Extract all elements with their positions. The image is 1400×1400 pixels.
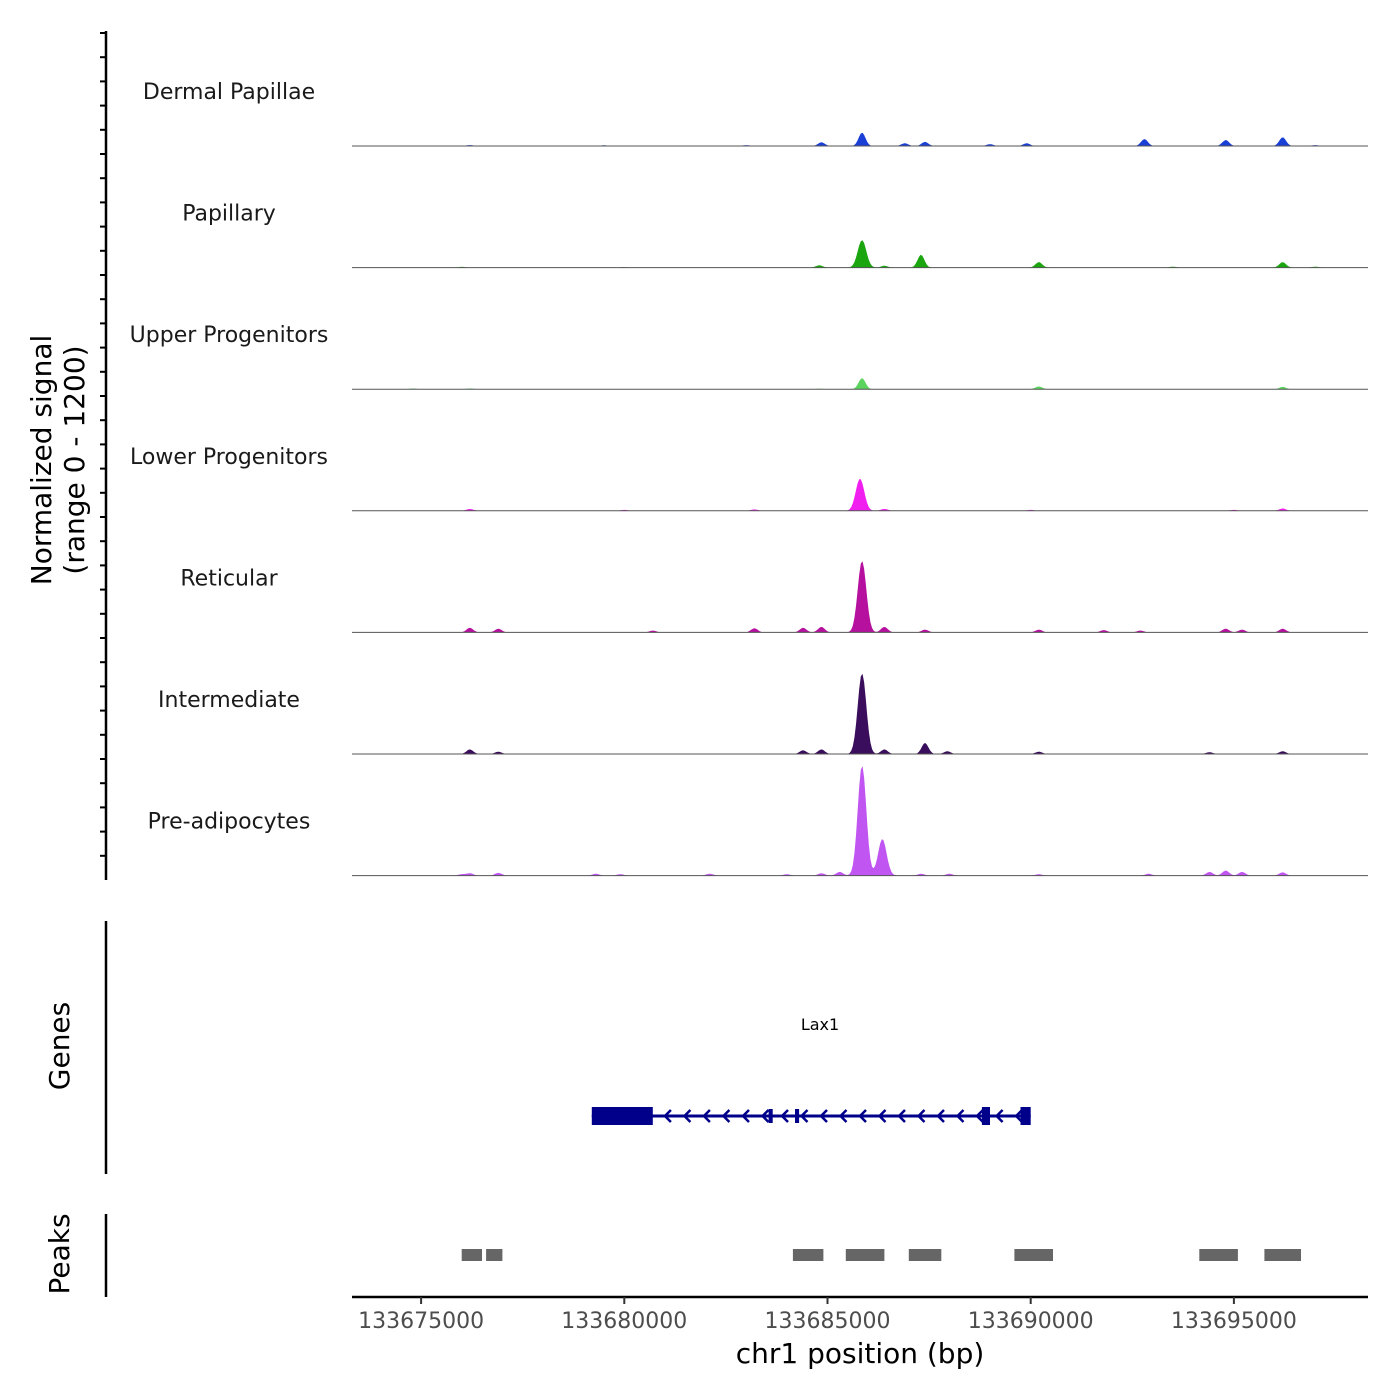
gene-strand-arrow [799,1109,809,1123]
peak-region [461,1249,482,1261]
signal-area-dermal-papillae [380,132,1348,146]
signal-area-lower-progenitors [380,479,1348,511]
gene-exon [591,1107,653,1125]
peak-region [1264,1249,1301,1261]
gene-strand-arrow [702,1109,711,1123]
gene-strand-arrow [721,1109,731,1123]
x-tick-label: 133690000 [968,1309,1094,1334]
gene-strand-arrow [877,1109,887,1123]
track-intermediate: Intermediate [158,673,1368,755]
gene-strand-arrow [936,1109,945,1123]
gene-strand-arrow [1014,1109,1023,1123]
x-tick-label: 133675000 [358,1309,484,1334]
peak-region [792,1249,824,1261]
track-upper-progenitors: Upper Progenitors [130,323,1368,390]
peak-region [908,1249,942,1261]
gene-exon [795,1109,800,1123]
gene-strand-arrow [975,1109,984,1123]
signal-area-reticular [380,561,1348,633]
signal-area-pre-adipocytes [380,766,1348,876]
genes-axis-title: Genes [43,1002,76,1090]
y-axis-title-line1: Normalized signal [25,335,58,586]
x-tick-label: 133695000 [1171,1309,1297,1334]
peak-region [1199,1249,1238,1261]
gene-strand-arrow [838,1109,848,1123]
track-label-pre-adipocytes: Pre-adipocytes [148,810,311,835]
gene-strand-arrow [819,1109,828,1123]
gene-strand-arrow [741,1109,750,1123]
x-axis-title: chr1 position (bp) [736,1337,985,1370]
peak-region [845,1249,885,1261]
gene-strand-arrow [663,1109,672,1123]
gene-strand-arrow [760,1109,770,1123]
signal-tracks: Dermal Papillae Papillary Upper Progenitor… [130,80,1368,877]
gene-strand-arrow [994,1109,1004,1123]
track-reticular: Reticular [180,561,1368,633]
track-label-papillary: Papillary [182,202,276,227]
gene-strand-arrow [955,1109,965,1123]
x-tick-label: 133685000 [765,1309,891,1334]
track-label-intermediate: Intermediate [158,688,300,713]
peak-track [461,1249,1301,1261]
gene-strand-arrow [916,1109,926,1123]
track-label-reticular: Reticular [180,566,278,591]
peaks-axis-title: Peaks [43,1213,76,1294]
track-pre-adipocytes: Pre-adipocytes [148,766,1368,877]
gene-label: Lax1 [801,1015,839,1034]
track-papillary: Papillary [182,202,1368,269]
track-dermal-papillae: Dermal Papillae [143,80,1368,147]
peak-region [486,1249,503,1261]
x-axis-ticks: 133675000 133680000 133685000 133690000 1336… [358,1297,1297,1334]
signal-area-intermediate [380,673,1348,754]
signal-y-axis [100,31,108,880]
y-axis-title-line2: (range 0 - 1200) [58,345,91,574]
track-label-lower-progenitors: Lower Progenitors [130,445,328,470]
gene-exon [1020,1107,1031,1125]
gene-exon [768,1109,773,1123]
gene-strand-arrow [780,1109,789,1123]
gene-exon [981,1107,990,1125]
gene-strand-arrow [897,1109,906,1123]
signal-area-upper-progenitors [380,378,1348,390]
gene-strand-arrow [682,1109,692,1123]
gene-track [591,1107,1031,1125]
signal-area-papillary [380,240,1348,268]
track-lower-progenitors: Lower Progenitors [130,445,1368,512]
peak-region [1014,1249,1053,1261]
x-tick-label: 133680000 [561,1309,687,1334]
track-label-dermal-papillae: Dermal Papillae [143,80,315,105]
gene-strand-arrow [858,1109,867,1123]
track-label-upper-progenitors: Upper Progenitors [130,323,329,348]
